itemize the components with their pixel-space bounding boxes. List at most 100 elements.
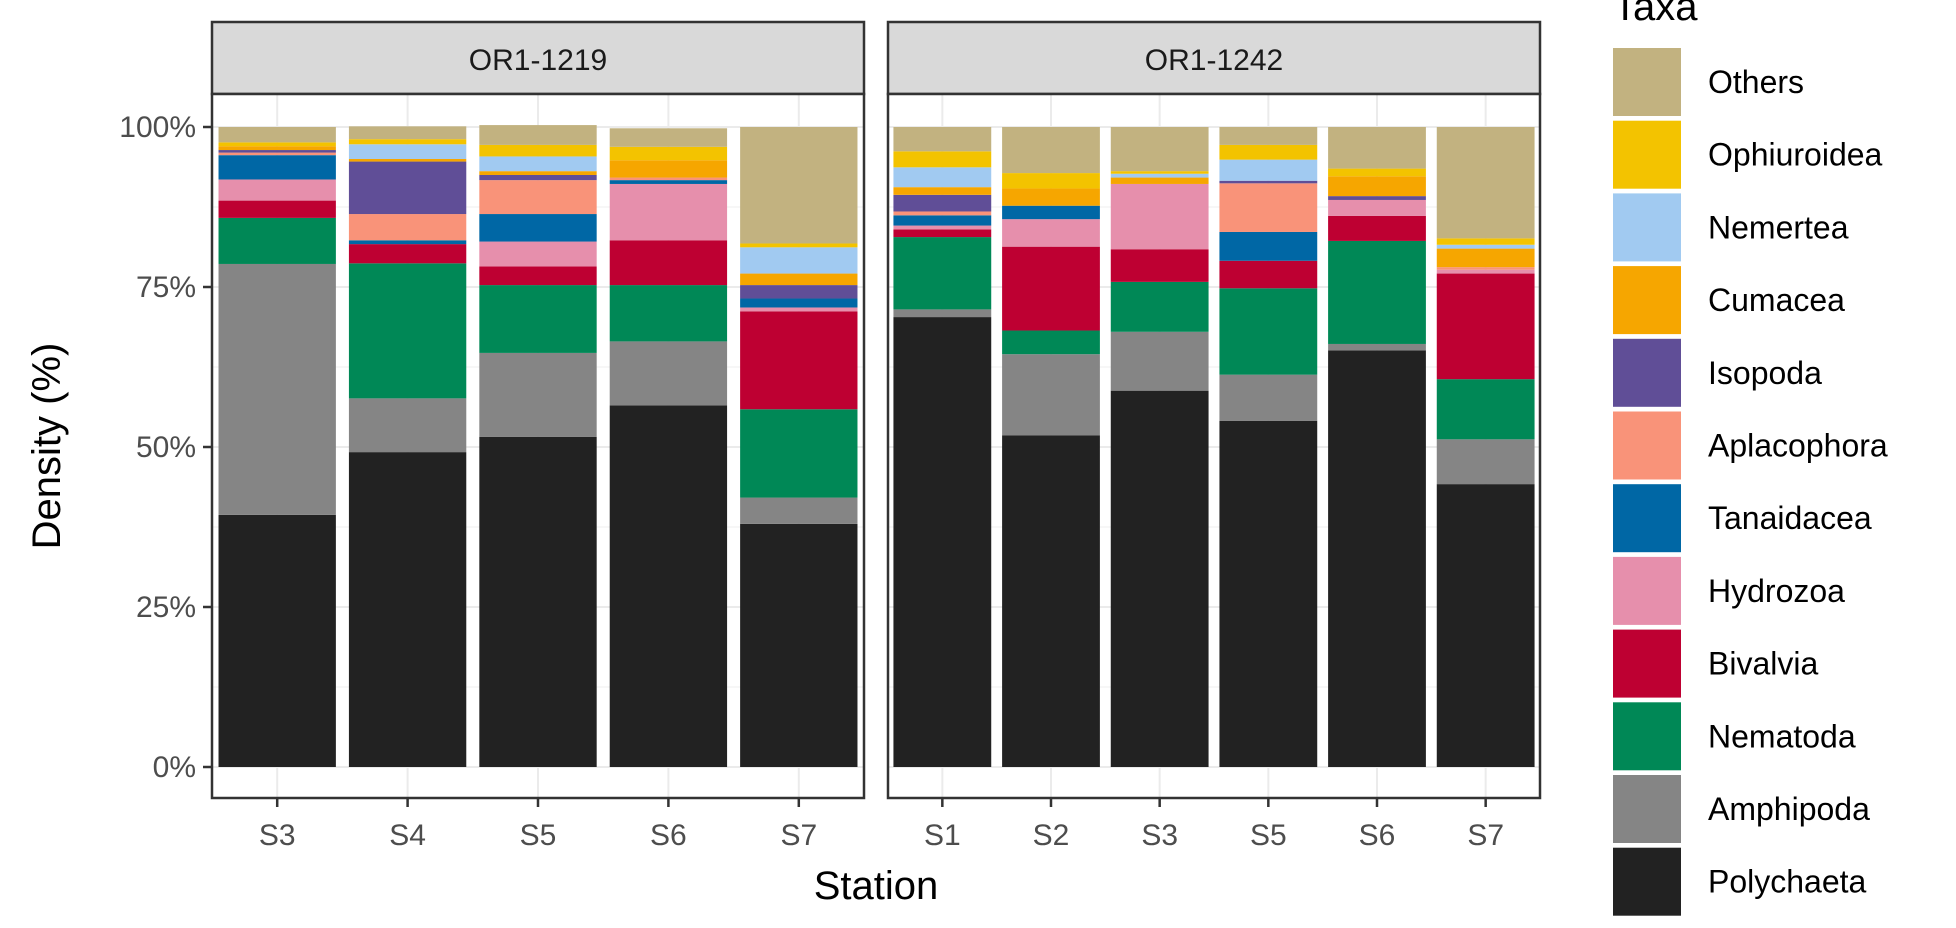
bar-segment-polychaeta [740, 523, 858, 767]
legend-label-nematoda: Nematoda [1708, 718, 1856, 754]
bar-segment-polychaeta [1219, 420, 1318, 767]
bar-segment-hydrozoa [1110, 183, 1209, 250]
bar-segment-ophiuroidea [1436, 238, 1535, 245]
legend-swatch-amphipoda [1613, 775, 1681, 843]
y-tick-label: 75% [136, 271, 196, 304]
x-tick-label: S4 [389, 819, 426, 852]
bar-segment-hydrozoa [1328, 199, 1426, 216]
legend: Taxa Others Ophiuroidea Nemertea Cumacea Iso… [1613, 0, 1888, 916]
bar-segment-nematoda [609, 285, 728, 342]
bar-segment-cumacea [479, 171, 597, 175]
legend-swatch-others [1613, 48, 1681, 116]
legend-label-polychaeta: Polychaeta [1708, 864, 1867, 900]
bar-segment-tanaidacea [740, 298, 858, 308]
y-tick-label: 0% [153, 751, 196, 784]
bars [218, 125, 858, 767]
x-tick-label: S6 [1359, 819, 1396, 852]
bar-segment-bivalvia [1002, 246, 1100, 331]
y-tick-label: 25% [136, 591, 196, 624]
x-tick-label: S7 [780, 819, 817, 852]
legend-label-tanaidacea: Tanaidacea [1708, 500, 1872, 536]
bar-segment-aplacophora [893, 211, 992, 216]
bar-segment-polychaeta [1002, 435, 1100, 767]
bar-segment-isopoda [218, 150, 336, 153]
bar-segment-ophiuroidea [1110, 171, 1209, 174]
bar-segment-nematoda [1002, 330, 1100, 355]
bar-segment-ophiuroidea [893, 151, 992, 168]
y-tick-label: 50% [136, 431, 196, 464]
bar-segment-tanaidacea [1219, 231, 1318, 261]
bar-segment-nemertea [1436, 244, 1535, 249]
bar-segment-ophiuroidea [218, 142, 336, 147]
bar-segment-others [1219, 127, 1318, 145]
bar-segment-nematoda [348, 263, 467, 399]
bar-segment-cumacea [218, 146, 336, 151]
bar-segment-cumacea [609, 160, 728, 178]
bar-segment-nemertea [1219, 159, 1318, 181]
bar-segment-aplacophora [1436, 267, 1535, 270]
panel-title: OR1-1242 [1145, 44, 1283, 77]
bar-segment-isopoda [1328, 196, 1426, 200]
bar-segment-nematoda [1110, 281, 1209, 332]
legend-swatch-bivalvia [1613, 629, 1681, 698]
bar-segment-polychaeta [218, 514, 336, 767]
bar-segment-bivalvia [893, 229, 992, 238]
bar-segment-others [740, 127, 858, 244]
bar-segment-others [1002, 127, 1100, 174]
bar-segment-amphipoda [609, 341, 728, 406]
x-axis-title: Station [814, 864, 939, 908]
y-axis-title: Density (%) [25, 343, 69, 550]
panel-border [886, 92, 1542, 800]
bar-segment-nematoda [479, 285, 597, 353]
bar-segment-tanaidacea [609, 180, 728, 184]
bar-segment-hydrozoa [479, 241, 597, 267]
legend-label-isopoda: Isopoda [1708, 355, 1822, 391]
bar-segment-hydrozoa [1002, 219, 1100, 247]
bar-segment-ophiuroidea [1002, 173, 1100, 189]
bar-segment-polychaeta [1436, 484, 1535, 767]
bar-segment-hydrozoa [1436, 269, 1535, 274]
x-tick-label: S3 [259, 819, 296, 852]
legend-label-others: Others [1708, 64, 1804, 100]
legend-title: Taxa [1613, 0, 1698, 29]
bar-segment-isopoda [893, 194, 992, 212]
x-tick-label: S2 [1033, 819, 1070, 852]
x-tick-label: S5 [1250, 819, 1287, 852]
bar-segment-hydrozoa [218, 179, 336, 201]
bar-segment-amphipoda [1436, 439, 1535, 485]
bar-segment-nematoda [1436, 379, 1535, 440]
bar-segment-tanaidacea [1002, 205, 1100, 220]
bar-segment-amphipoda [218, 263, 336, 515]
bar-segment-nemertea [1110, 173, 1209, 178]
bar-segment-aplacophora [479, 180, 597, 215]
bar-segment-others [609, 128, 728, 147]
legend-swatch-ophiuroidea [1613, 120, 1681, 189]
bar-segment-nemertea [479, 156, 597, 172]
bar-segment-bivalvia [348, 244, 467, 264]
bar-segment-amphipoda [1002, 354, 1100, 436]
bar-segment-nematoda [1328, 240, 1426, 344]
bar-segment-cumacea [893, 187, 992, 195]
bar-segment-aplacophora [348, 214, 467, 241]
bar-segment-aplacophora [218, 152, 336, 156]
strip-background [886, 20, 1542, 96]
legend-swatch-isopoda [1613, 338, 1681, 407]
bar-segment-others [479, 125, 597, 145]
bar-segment-isopoda [479, 175, 597, 181]
bar-segment-others [893, 127, 992, 152]
bar-segment-polychaeta [1328, 350, 1426, 767]
bar-segment-isopoda [348, 161, 467, 215]
panel-or1-1219: OR1-1219 S3 S4 S5 S6 S7 [210, 20, 866, 852]
legend-label-cumacea: Cumacea [1708, 282, 1845, 318]
bar-segment-ophiuroidea [1219, 144, 1318, 160]
bar-segment-polychaeta [479, 436, 597, 767]
bar-segment-cumacea [740, 273, 858, 286]
legend-label-ophiuroidea: Ophiuroidea [1708, 137, 1883, 173]
legend-label-bivalvia: Bivalvia [1708, 646, 1818, 682]
bar-segment-others [348, 126, 467, 140]
bar-segment-bivalvia [1328, 215, 1426, 241]
bar-segment-aplacophora [1219, 183, 1318, 232]
bar-segment-hydrozoa [609, 183, 728, 241]
legend-swatch-nemertea [1613, 193, 1681, 262]
